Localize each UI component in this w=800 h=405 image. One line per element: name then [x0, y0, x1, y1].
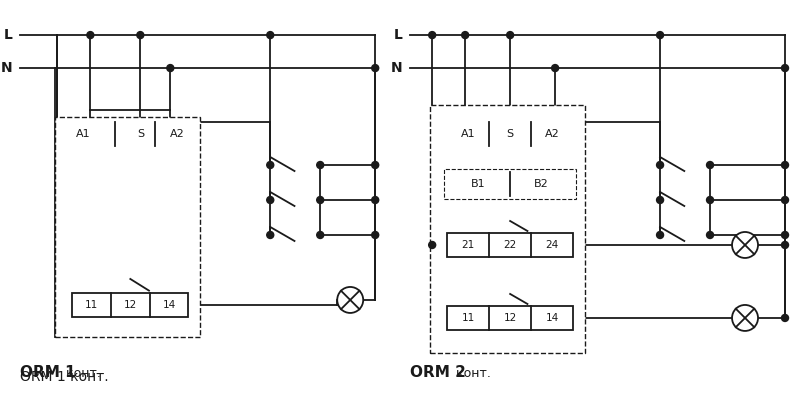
Text: A2: A2 [545, 129, 559, 139]
Bar [72, 122, 188, 146]
Circle shape [782, 196, 789, 203]
Circle shape [706, 196, 714, 203]
Circle shape [657, 162, 663, 168]
Text: конт.: конт. [62, 367, 102, 380]
Bar [430, 105, 585, 353]
Text: L: L [3, 28, 12, 42]
Text: L: L [394, 28, 402, 42]
Text: N: N [390, 61, 402, 75]
Circle shape [782, 232, 789, 239]
Circle shape [462, 32, 469, 38]
Circle shape [552, 64, 558, 72]
Text: ORM 1: ORM 1 [20, 365, 76, 380]
Circle shape [266, 32, 274, 38]
Text: 11: 11 [85, 300, 98, 310]
Text: A1: A1 [461, 129, 475, 139]
Circle shape [782, 241, 789, 249]
Circle shape [266, 196, 274, 203]
Circle shape [372, 232, 378, 239]
Circle shape [657, 32, 663, 38]
Circle shape [429, 32, 436, 38]
Circle shape [732, 305, 758, 331]
Text: 14: 14 [162, 300, 175, 310]
Text: S: S [137, 129, 144, 139]
Circle shape [87, 32, 94, 38]
Circle shape [782, 64, 789, 72]
Bar [447, 306, 573, 330]
Text: B2: B2 [534, 179, 549, 189]
Circle shape [506, 32, 514, 38]
Circle shape [317, 232, 324, 239]
Text: N: N [1, 61, 12, 75]
Circle shape [782, 314, 789, 322]
Text: 21: 21 [462, 240, 474, 250]
Text: A2: A2 [170, 129, 185, 139]
Bar [447, 233, 573, 257]
Bar [447, 122, 573, 146]
Circle shape [657, 196, 663, 203]
Text: 12: 12 [124, 300, 137, 310]
Circle shape [266, 232, 274, 239]
Text: 12: 12 [503, 313, 517, 323]
Circle shape [732, 232, 758, 258]
Circle shape [338, 287, 363, 313]
Circle shape [266, 162, 274, 168]
Circle shape [706, 232, 714, 239]
Circle shape [657, 232, 663, 239]
Circle shape [429, 241, 436, 249]
Text: конт.: конт. [452, 367, 491, 380]
Text: 24: 24 [546, 240, 558, 250]
Bar [444, 169, 576, 199]
Bar [55, 117, 200, 337]
Text: B1: B1 [471, 179, 486, 189]
Circle shape [372, 64, 378, 72]
Circle shape [782, 162, 789, 168]
Text: 11: 11 [462, 313, 474, 323]
Text: S: S [506, 129, 514, 139]
Text: ORM 1 конт.: ORM 1 конт. [20, 370, 109, 384]
Circle shape [372, 162, 378, 168]
Text: 22: 22 [503, 240, 517, 250]
Circle shape [706, 162, 714, 168]
Text: 14: 14 [546, 313, 558, 323]
Circle shape [372, 196, 378, 203]
Circle shape [137, 32, 144, 38]
Bar [72, 293, 188, 317]
Text: ORM 2: ORM 2 [410, 365, 466, 380]
Bar [447, 172, 573, 196]
Circle shape [317, 162, 324, 168]
Circle shape [317, 196, 324, 203]
Text: A1: A1 [76, 129, 90, 139]
Circle shape [167, 64, 174, 72]
